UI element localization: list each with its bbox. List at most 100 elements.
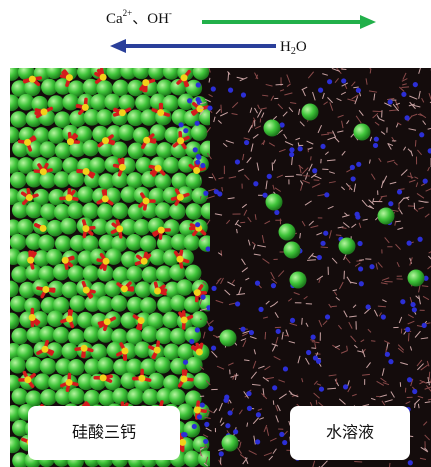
calcium-atom <box>68 328 85 346</box>
water-bond <box>262 94 269 97</box>
hydroxide <box>320 240 326 246</box>
water-bond <box>218 177 224 180</box>
hydroxide <box>208 326 214 332</box>
calcium-atom <box>140 358 157 376</box>
water-bond <box>224 289 231 296</box>
water-bond <box>201 237 206 242</box>
calcium-ion <box>278 223 296 241</box>
water-bond <box>408 103 416 107</box>
calcium-atom <box>38 265 56 283</box>
water-bond <box>264 365 271 371</box>
water-bond <box>281 331 284 340</box>
water-bond <box>335 234 342 237</box>
calcium-atom <box>162 156 180 174</box>
water-bond <box>420 446 429 453</box>
water-bond <box>420 337 429 340</box>
water-bond <box>357 350 364 353</box>
silicon-atom <box>143 136 151 144</box>
water-bond <box>417 395 424 399</box>
hydroxide <box>203 438 209 445</box>
calcium-atom <box>67 265 85 282</box>
water-bond <box>360 339 365 343</box>
calcium-atom <box>120 186 138 203</box>
water-bond <box>200 365 205 370</box>
calcium-atom <box>125 234 143 251</box>
water-bond <box>259 417 264 420</box>
calcium-atom <box>53 171 71 188</box>
hydroxide <box>388 201 394 207</box>
water-bond <box>426 360 430 367</box>
water-bond <box>301 167 309 175</box>
water-bond <box>279 89 285 92</box>
water-bond <box>283 133 288 139</box>
water-bond <box>311 341 320 344</box>
calcium-atom <box>54 235 72 252</box>
water-bond <box>256 109 263 118</box>
silicon-atom <box>80 344 88 352</box>
water-bond <box>265 180 268 190</box>
hydroxide <box>350 176 356 182</box>
silicon-atom <box>153 346 161 354</box>
water-bond <box>271 278 278 284</box>
calcium-ion <box>219 329 237 347</box>
water-bond <box>263 424 268 433</box>
hydroxide <box>254 280 261 286</box>
calcium-atom <box>190 124 208 141</box>
water-bond <box>235 223 242 228</box>
water-bond <box>299 232 301 239</box>
hydroxide <box>207 105 213 111</box>
hydroxide <box>282 439 288 446</box>
water-bond <box>427 127 431 130</box>
label-sup: 2+ <box>123 8 133 18</box>
water-bond <box>238 168 244 172</box>
water-bond <box>252 360 257 369</box>
silicon-atom <box>193 166 201 174</box>
water-bond <box>414 140 417 147</box>
water-bond <box>254 107 258 114</box>
water-bond <box>226 219 231 225</box>
water-bond <box>289 322 298 326</box>
calcium-atom <box>127 388 144 405</box>
water-bond <box>251 383 261 386</box>
water-bond <box>312 91 316 101</box>
water-bond <box>266 427 270 436</box>
calcium-atom <box>177 343 195 361</box>
water-bond <box>204 416 211 420</box>
calcium-atom <box>25 170 43 188</box>
hydroxide <box>318 386 325 392</box>
water-bond <box>205 380 211 386</box>
water-bond <box>288 420 291 426</box>
silicon-atom <box>24 376 32 384</box>
calcium-atom <box>106 68 124 80</box>
water-bond <box>334 344 341 348</box>
hydroxide <box>253 181 259 187</box>
water-bond <box>316 275 324 281</box>
water-bond <box>395 243 401 250</box>
water-bond <box>407 332 410 342</box>
label-sub: 2 <box>291 46 296 57</box>
water-bond <box>395 102 400 106</box>
water-bond <box>227 362 234 366</box>
water-bond <box>397 344 405 351</box>
calcium-atom <box>156 142 173 159</box>
calcium-atom <box>12 452 29 467</box>
water-bond <box>408 179 416 183</box>
water-bond <box>340 91 347 95</box>
calcium-atom <box>133 218 151 236</box>
water-bond <box>427 376 430 386</box>
water-bond <box>262 139 265 146</box>
water-bond <box>380 377 387 383</box>
water-bond <box>387 97 395 101</box>
calcium-atom <box>97 357 115 374</box>
water-bond <box>352 304 357 309</box>
silicon-atom <box>102 257 110 265</box>
water-bond <box>278 148 286 153</box>
calcium-atom <box>127 203 145 221</box>
water-bond <box>238 409 243 415</box>
water-bond <box>284 92 293 96</box>
calcium-atom <box>177 93 195 111</box>
water-bond <box>353 183 357 193</box>
water-bond <box>380 282 388 285</box>
water-bond <box>384 340 391 344</box>
hydroxide <box>204 421 210 427</box>
